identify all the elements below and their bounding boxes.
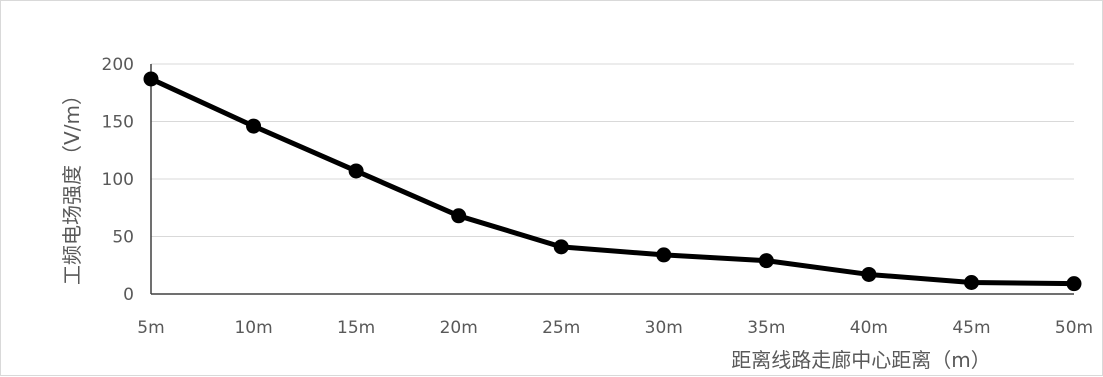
data-point <box>348 163 364 179</box>
data-point <box>656 247 672 263</box>
y-tick-label: 100 <box>102 170 134 190</box>
x-tick-labels: 5m 10m 15m 20m 25m 30m 35m 40m 45m 50m <box>137 318 1093 338</box>
x-tick-label: 35m <box>747 318 785 338</box>
gridlines <box>150 63 1074 295</box>
x-tick-label: 50m <box>1055 318 1093 338</box>
x-axis-title: 距离线路走廊中心距离（m） <box>731 348 990 372</box>
data-point <box>553 239 569 255</box>
y-tick-labels: 0 50 100 150 200 <box>102 55 134 305</box>
x-tick-label: 5m <box>137 318 164 338</box>
x-tick-label: 20m <box>440 318 478 338</box>
x-tick-label: 30m <box>645 318 683 338</box>
y-axis-title: 工频电场强度（V/m） <box>60 85 84 285</box>
x-tick-label: 10m <box>234 318 272 338</box>
data-point <box>246 118 262 134</box>
y-tick-label: 200 <box>102 55 134 75</box>
series-layer <box>143 71 1082 292</box>
data-point <box>143 71 159 87</box>
x-tick-label: 15m <box>337 318 375 338</box>
data-point <box>1066 276 1082 292</box>
y-tick-label: 50 <box>112 228 134 248</box>
data-point <box>758 253 774 269</box>
data-point <box>963 275 979 290</box>
y-tick-label: 0 <box>123 285 134 305</box>
x-tick-label: 25m <box>542 318 580 338</box>
data-point <box>451 208 467 224</box>
y-tick-label: 150 <box>102 113 134 133</box>
series-line <box>148 76 1077 287</box>
data-point <box>861 266 877 282</box>
x-tick-label: 40m <box>850 318 888 338</box>
x-tick-label: 45m <box>952 318 990 338</box>
